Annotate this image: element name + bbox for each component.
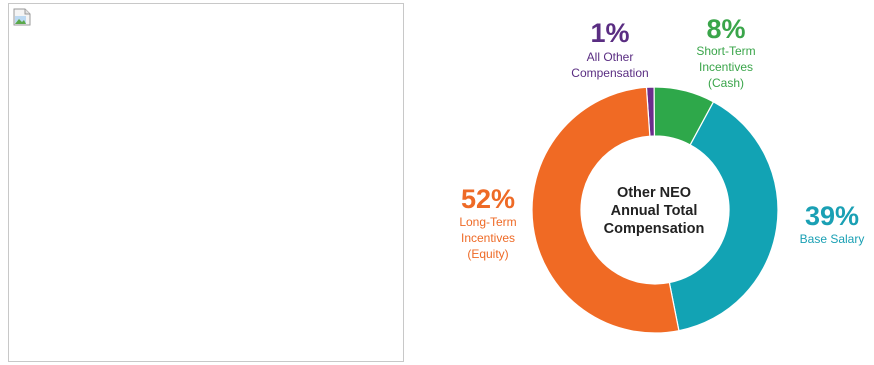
category-label-long-term-3: (Equity): [467, 247, 508, 261]
center-label-line-1: Other NEO: [617, 185, 691, 201]
category-label-all-other-1: All Other: [587, 50, 634, 64]
pct-label-all-other: 1%: [590, 18, 629, 48]
center-label-line-3: Compensation: [604, 221, 705, 237]
slice-long_term: [531, 86, 680, 334]
category-label-base-salary: Base Salary: [800, 232, 865, 246]
center-label-line-2: Annual Total: [611, 203, 698, 219]
donut-slices: [531, 86, 779, 334]
category-label-short-term-1: Short-Term: [696, 44, 755, 58]
label-long-term: 52% Long-Term Incentives (Equity): [459, 184, 516, 261]
chart-svg: Other NEO Annual Total Compensation 1% A…: [459, 14, 865, 334]
category-label-long-term-1: Long-Term: [459, 215, 516, 229]
broken-image-icon: [13, 8, 31, 26]
category-label-short-term-2: Incentives: [699, 60, 753, 74]
compensation-donut-chart: Other NEO Annual Total Compensation 1% A…: [420, 0, 874, 365]
category-label-short-term-3: (Cash): [708, 76, 744, 90]
pct-label-base-salary: 39%: [805, 201, 859, 231]
pct-label-long-term: 52%: [461, 184, 515, 214]
label-base-salary: 39% Base Salary: [800, 201, 865, 246]
broken-image-placeholder: [8, 3, 404, 362]
label-all-other: 1% All Other Compensation: [571, 18, 648, 80]
pct-label-short-term: 8%: [706, 14, 745, 44]
slice-base_salary: [668, 100, 779, 332]
category-label-long-term-2: Incentives: [461, 231, 515, 245]
center-label: Other NEO Annual Total Compensation: [604, 185, 705, 237]
label-short-term: 8% Short-Term Incentives (Cash): [696, 14, 755, 90]
category-label-all-other-2: Compensation: [571, 66, 648, 80]
